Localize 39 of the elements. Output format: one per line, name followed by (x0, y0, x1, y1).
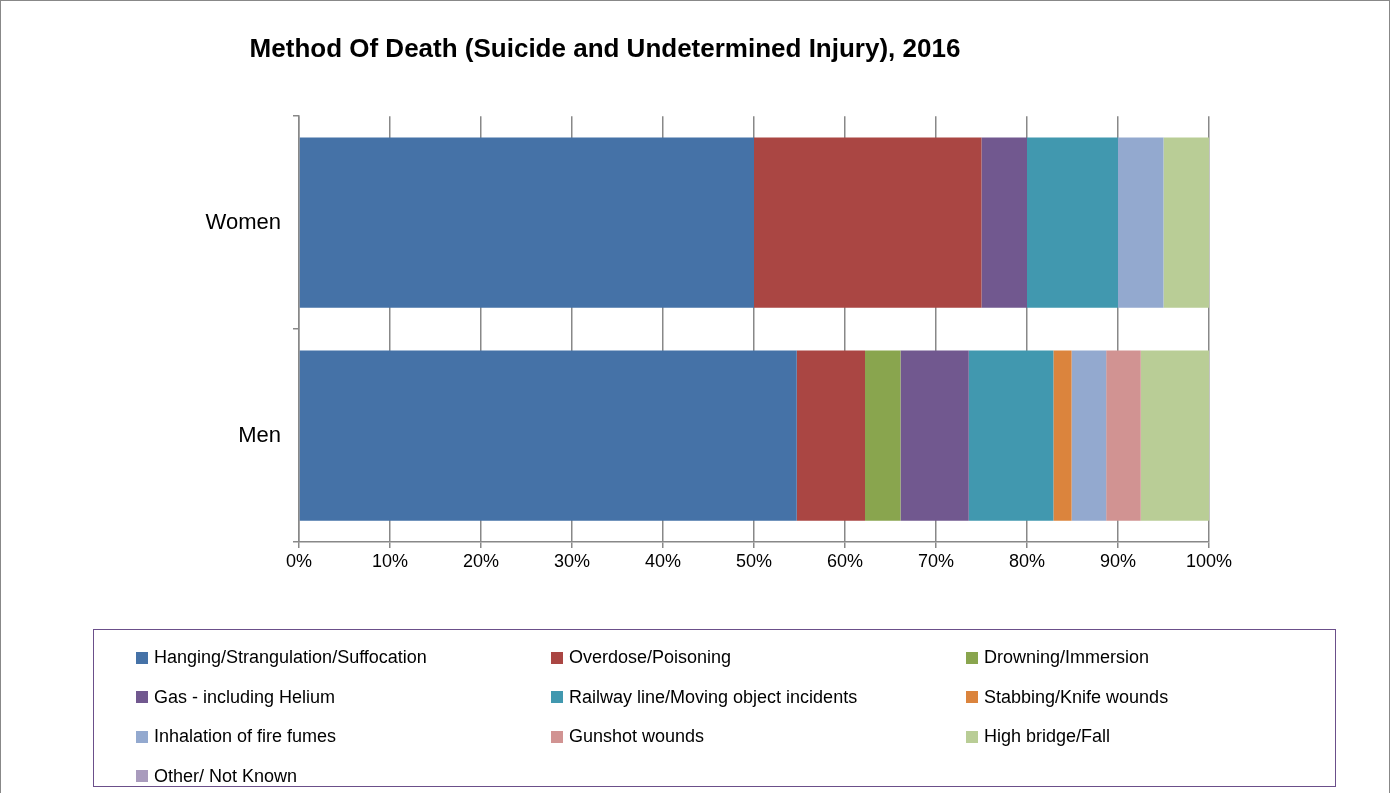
bar (981, 137, 1027, 308)
legend-label: Stabbing/Knife wounds (984, 686, 1169, 708)
legend-label: Other/ Not Known (154, 765, 298, 787)
legend-label: High bridge/Fall (984, 726, 1111, 748)
bar (865, 350, 901, 521)
bar (900, 350, 969, 521)
bar (1106, 350, 1141, 521)
bar (968, 350, 1054, 521)
legend-label: Railway line/Moving object incidents (569, 686, 858, 708)
x-tick-label: 10% (371, 550, 409, 571)
bar (754, 137, 982, 308)
bar (299, 137, 754, 308)
x-tick-label: 80% (1008, 550, 1046, 571)
x-tick-label: 90% (1099, 550, 1137, 571)
legend-label: Gunshot wounds (569, 726, 705, 748)
x-tick-label: 20% (462, 550, 500, 571)
x-tick-label: 50% (735, 550, 773, 571)
x-tick-label: 0% (285, 550, 313, 571)
x-tick-label: 60% (826, 550, 864, 571)
bar (1140, 350, 1209, 521)
bar (1027, 137, 1118, 308)
legend-label: Gas - including Helium (154, 686, 336, 708)
bar (796, 350, 866, 521)
bar (1163, 137, 1209, 308)
x-tick-label: 100% (1185, 550, 1233, 571)
x-tick-label: 70% (917, 550, 955, 571)
bar (299, 350, 797, 521)
bar (1071, 350, 1107, 521)
legend-label: Inhalation of fire fumes (154, 726, 337, 748)
legend-label: Drowning/Immersion (984, 647, 1150, 669)
legend-label: Hanging/Strangulation/Suffocation (154, 647, 427, 669)
y-tick-label: Men (238, 421, 281, 447)
legend-label: Overdose/Poisoning (569, 647, 732, 669)
chart-title: Method Of Death (Suicide and Undetermined Injury), 2016 (249, 32, 961, 63)
y-tick-label: Women (205, 208, 281, 234)
x-tick-label: 40% (644, 550, 682, 571)
bar (1118, 137, 1164, 308)
bar (1053, 350, 1072, 521)
x-tick-label: 30% (553, 550, 591, 571)
